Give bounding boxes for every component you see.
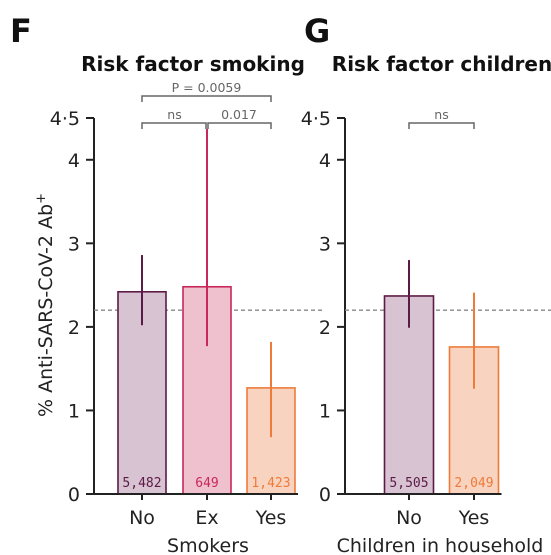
panel-g-y-tick-label: 1 — [319, 400, 331, 422]
panel-f-y-tick-label: 2 — [68, 317, 80, 339]
panel-f-significance-label: ns — [167, 107, 181, 122]
panel-g-x-tick-label: Yes — [458, 507, 490, 529]
panel-f-y-tick-label: 4 — [68, 150, 80, 172]
panel-f-significance-bracket — [141, 95, 272, 102]
panel-g-y-tick-label: 4·5 — [301, 108, 331, 130]
panel-g: G Risk factor children 0 1 2 3 4 4·5 5,505 No 2,… — [301, 12, 551, 555]
panel-g-y-tick-label: 2 — [319, 317, 331, 339]
panel-f-title: Risk factor smoking — [81, 52, 305, 76]
panel-f-significance-bracket — [141, 122, 207, 129]
panel-f-sample-size-label: 1,423 — [251, 476, 290, 491]
panel-f-significance-bracket — [207, 122, 272, 129]
panel-letter-g: G — [304, 12, 330, 50]
panel-f: F Risk factor smoking % Anti-SARS-CoV-2 … — [10, 12, 324, 555]
panel-f-sample-size-label: 649 — [195, 476, 218, 491]
panel-f-significance-label: 0.017 — [221, 107, 257, 122]
y-axis-label-superscript: + — [34, 193, 49, 204]
panel-g-plot: 0 1 2 3 4 4·5 5,505 No 2,049 Yes ns — [301, 107, 551, 529]
y-axis-label-text: % Anti-SARS-CoV-2 Ab — [35, 204, 57, 417]
panel-f-x-tick-label: Ex — [195, 507, 218, 529]
panel-g-title: Risk factor children — [332, 52, 551, 76]
panel-f-y-tick-label: 1 — [68, 400, 80, 422]
panel-g-x-axis-label: Children in household — [337, 535, 544, 555]
panel-g-y-tick-label: 4 — [319, 150, 331, 172]
panel-letter-f: F — [10, 12, 32, 50]
panel-f-sample-size-label: 5,482 — [122, 476, 161, 491]
panel-g-y-tick-label: 3 — [319, 233, 331, 255]
panel-g-significance-bracket — [408, 122, 475, 129]
panel-g-x-tick-label: No — [396, 507, 422, 529]
panel-f-x-tick-label: Yes — [255, 507, 287, 529]
y-axis-label: % Anti-SARS-CoV-2 Ab+ — [34, 193, 58, 417]
panel-f-significance-label: P = 0.0059 — [172, 80, 242, 95]
panel-f-y-tick-label: 4·5 — [50, 108, 80, 130]
panel-g-significance-label: ns — [434, 107, 448, 122]
panel-f-plot: 0 1 2 3 4 4·5 5,482 No 649 Ex 1,423 Yes P = 0.0059 ns… — [50, 80, 324, 529]
panel-f-y-tick-label: 3 — [68, 233, 80, 255]
panel-f-x-axis-label: Smokers — [167, 535, 249, 555]
panel-g-y-tick-label: 0 — [319, 484, 331, 506]
panel-f-bar — [117, 290, 167, 495]
panel-f-y-tick-label: 0 — [68, 484, 80, 506]
panel-g-sample-size-label: 5,505 — [389, 476, 428, 491]
panel-g-bar — [383, 295, 435, 495]
panel-g-sample-size-label: 2,049 — [454, 476, 493, 491]
panel-f-x-tick-label: No — [129, 507, 155, 529]
